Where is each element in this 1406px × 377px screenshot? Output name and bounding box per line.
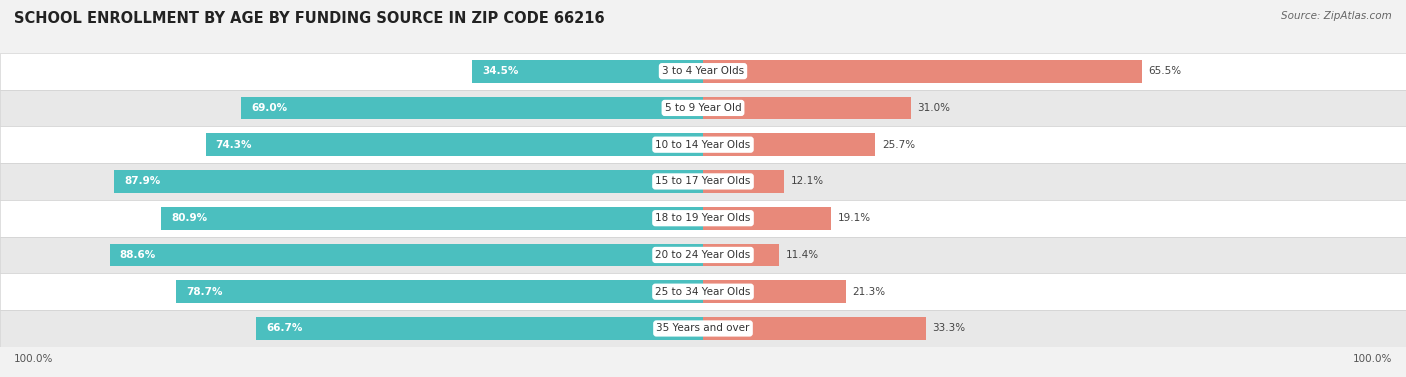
Text: 33.3%: 33.3% [932,323,966,334]
Bar [0,163,1406,200]
Text: 80.9%: 80.9% [172,213,208,223]
Text: 25.7%: 25.7% [882,139,915,150]
Text: 5 to 9 Year Old: 5 to 9 Year Old [665,103,741,113]
Bar [205,133,703,156]
Text: 11.4%: 11.4% [786,250,820,260]
Bar [703,317,927,340]
Text: 25 to 34 Year Olds: 25 to 34 Year Olds [655,287,751,297]
Text: 35 Years and over: 35 Years and over [657,323,749,334]
Text: 34.5%: 34.5% [482,66,519,76]
Bar [162,207,703,230]
Text: 20 to 24 Year Olds: 20 to 24 Year Olds [655,250,751,260]
Bar [703,280,845,303]
Text: Source: ZipAtlas.com: Source: ZipAtlas.com [1281,11,1392,21]
Text: 66.7%: 66.7% [267,323,302,334]
Bar [110,244,703,266]
Text: 87.9%: 87.9% [125,176,160,187]
Text: 31.0%: 31.0% [917,103,950,113]
Bar [114,170,703,193]
Bar [240,97,703,119]
Bar [256,317,703,340]
Text: 15 to 17 Year Olds: 15 to 17 Year Olds [655,176,751,187]
Text: 74.3%: 74.3% [215,139,252,150]
Text: SCHOOL ENROLLMENT BY AGE BY FUNDING SOURCE IN ZIP CODE 66216: SCHOOL ENROLLMENT BY AGE BY FUNDING SOUR… [14,11,605,26]
Bar [703,97,911,119]
Text: 19.1%: 19.1% [838,213,870,223]
Bar [703,244,779,266]
Text: 12.1%: 12.1% [790,176,824,187]
Text: 21.3%: 21.3% [852,287,886,297]
Text: 100.0%: 100.0% [1353,354,1392,365]
Bar [703,170,785,193]
Text: 69.0%: 69.0% [252,103,287,113]
Text: 10 to 14 Year Olds: 10 to 14 Year Olds [655,139,751,150]
Bar [0,90,1406,126]
Text: 3 to 4 Year Olds: 3 to 4 Year Olds [662,66,744,76]
Bar [472,60,703,83]
Bar [703,133,875,156]
Bar [0,200,1406,237]
Text: 88.6%: 88.6% [120,250,156,260]
Bar [703,60,1142,83]
Text: 78.7%: 78.7% [186,287,222,297]
Bar [0,310,1406,347]
Text: 65.5%: 65.5% [1149,66,1181,76]
Bar [703,207,831,230]
Bar [0,237,1406,273]
Bar [176,280,703,303]
Bar [0,273,1406,310]
Text: 18 to 19 Year Olds: 18 to 19 Year Olds [655,213,751,223]
Bar [0,126,1406,163]
Text: 100.0%: 100.0% [14,354,53,365]
Bar [0,53,1406,90]
